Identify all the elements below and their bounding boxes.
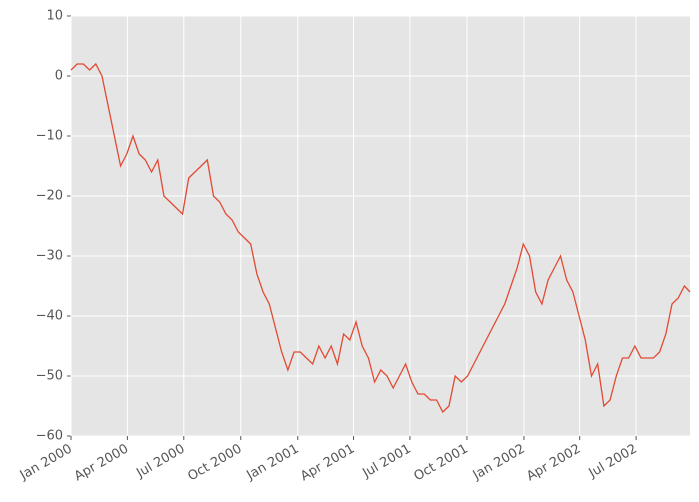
y-tick-label: 10: [46, 9, 63, 24]
line-series: [70, 62, 691, 414]
x-tick-label: Jan 2002: [470, 442, 528, 484]
y-tick-label: −30: [36, 249, 63, 264]
y-tick-label: 0: [55, 69, 63, 84]
y-tick-label: −50: [36, 369, 63, 384]
y-tick-label: −60: [36, 429, 63, 444]
x-tick-label: Jul 2001: [359, 442, 413, 482]
x-tick-label: Oct 2000: [185, 442, 244, 485]
y-tick-label: −40: [36, 309, 63, 324]
x-tick-label: Apr 2002: [524, 442, 583, 485]
x-tick-label: Jan 2001: [244, 442, 302, 484]
plot-area: [71, 16, 690, 436]
y-tick-label: −20: [36, 189, 63, 204]
x-tick-label: Apr 2001: [298, 442, 357, 485]
y-tick-label: −10: [36, 129, 63, 144]
x-tick-label: Jan 2000: [17, 442, 75, 484]
x-tick-label: Jul 2002: [586, 442, 640, 482]
x-tick-label: Oct 2001: [411, 442, 470, 485]
x-tick-label: Jul 2000: [133, 442, 187, 482]
x-tick-label: Apr 2000: [72, 442, 131, 485]
